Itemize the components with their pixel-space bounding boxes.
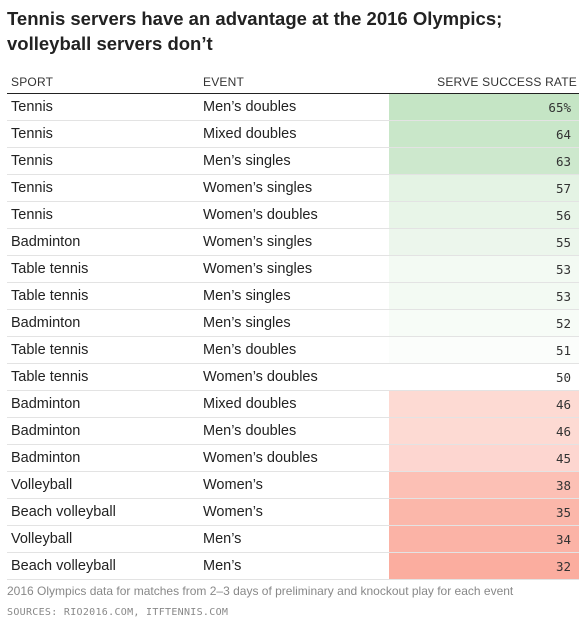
cell-rate: 46 [389,418,579,444]
cell-sport: Table tennis [11,342,89,358]
cell-event: Women’s singles [203,180,313,196]
cell-sport: Badminton [11,396,81,412]
table-row: Badminton Women’s doubles 45 [7,445,579,472]
cell-rate: 51 [389,337,579,363]
cell-event: Men’s doubles [203,423,297,439]
column-header-sport: SPORT [11,75,54,89]
cell-event: Men’s [203,558,242,574]
rate-value: 53 [555,262,571,277]
table-row: Table tennis Women’s singles 53 [7,256,579,283]
rate-value: 35 [555,505,571,520]
cell-rate: 34 [389,526,579,552]
cell-rate: 53 [389,283,579,309]
cell-rate: 46 [389,391,579,417]
table-row: Tennis Men’s singles 63 [7,148,579,175]
rate-value: 38 [555,478,571,493]
cell-sport: Badminton [11,315,81,331]
cell-event: Women’s [203,477,263,493]
rate-value: 45 [555,451,571,466]
cell-rate: 56 [389,202,579,228]
rate-value: 32 [555,559,571,574]
rate-value: 64 [555,127,571,142]
cell-event: Men’s singles [203,153,291,169]
cell-rate: 45 [389,445,579,471]
table-body: Tennis Men’s doubles 65% Tennis Mixed double… [7,94,579,580]
cell-event: Women’s [203,504,263,520]
table-row: Table tennis Women’s doubles 50 [7,364,579,391]
cell-event: Women’s singles [203,261,313,277]
table-row: Tennis Men’s doubles 65% [7,94,579,121]
cell-sport: Volleyball [11,477,73,493]
rate-value: 52 [555,316,571,331]
cell-event: Men’s singles [203,288,291,304]
cell-event: Women’s doubles [203,207,318,223]
table-row: Volleyball Men’s 34 [7,526,579,553]
cell-event: Women’s doubles [203,450,318,466]
cell-rate: 63 [389,148,579,174]
table-row: Beach volleyball Women’s 35 [7,499,579,526]
cell-event: Women’s singles [203,234,313,250]
rate-value: 46 [555,424,571,439]
cell-sport: Badminton [11,450,81,466]
cell-sport: Table tennis [11,288,89,304]
cell-sport: Tennis [11,180,53,196]
cell-event: Men’s doubles [203,99,297,115]
cell-rate: 65% [389,94,579,120]
cell-event: Men’s [203,531,242,547]
cell-sport: Beach volleyball [11,504,116,520]
table-header: SPORT EVENT SERVE SUCCESS RATE [7,69,579,94]
cell-sport: Volleyball [11,531,73,547]
cell-rate: 38 [389,472,579,498]
table-row: Tennis Mixed doubles 64 [7,121,579,148]
cell-event: Men’s singles [203,315,291,331]
cell-sport: Tennis [11,207,53,223]
cell-event: Men’s doubles [203,342,297,358]
rate-value: 65% [548,100,571,115]
table-row: Badminton Women’s singles 55 [7,229,579,256]
table-row: Table tennis Men’s singles 53 [7,283,579,310]
table-row: Table tennis Men’s doubles 51 [7,337,579,364]
chart-title: Tennis servers have an advantage at the … [7,8,503,54]
column-header-event: EVENT [203,75,245,89]
cell-event: Women’s doubles [203,369,318,385]
table-row: Badminton Mixed doubles 46 [7,391,579,418]
rate-value: 63 [555,154,571,169]
table-row: Badminton Men’s singles 52 [7,310,579,337]
cell-event: Mixed doubles [203,126,297,142]
serve-success-table: SPORT EVENT SERVE SUCCESS RATE Tennis Men… [7,69,579,580]
table-row: Volleyball Women’s 38 [7,472,579,499]
cell-rate: 57 [389,175,579,201]
cell-rate: 64 [389,121,579,147]
cell-sport: Tennis [11,153,53,169]
cell-sport: Table tennis [11,369,89,385]
table-row: Badminton Men’s doubles 46 [7,418,579,445]
cell-sport: Beach volleyball [11,558,116,574]
cell-sport: Badminton [11,423,81,439]
cell-sport: Table tennis [11,261,89,277]
rate-value: 57 [555,181,571,196]
cell-rate: 53 [389,256,579,282]
cell-event: Mixed doubles [203,396,297,412]
rate-value: 46 [555,397,571,412]
rate-value: 50 [555,370,571,385]
cell-rate: 50 [389,364,579,390]
rate-value: 53 [555,289,571,304]
footnote: 2016 Olympics data for matches from 2–3 … [7,584,514,598]
table-row: Tennis Women’s singles 57 [7,175,579,202]
rate-value: 56 [555,208,571,223]
cell-sport: Tennis [11,126,53,142]
cell-rate: 32 [389,553,579,579]
sources-note: SOURCES: RIO2016.COM, ITFTENNIS.COM [7,607,229,618]
column-header-rate: SERVE SUCCESS RATE [437,75,577,89]
rate-value: 34 [555,532,571,547]
cell-sport: Badminton [11,234,81,250]
cell-rate: 35 [389,499,579,525]
rate-value: 55 [555,235,571,250]
cell-sport: Tennis [11,99,53,115]
rate-value: 51 [555,343,571,358]
table-row: Beach volleyball Men’s 32 [7,553,579,580]
table-row: Tennis Women’s doubles 56 [7,202,579,229]
cell-rate: 52 [389,310,579,336]
cell-rate: 55 [389,229,579,255]
